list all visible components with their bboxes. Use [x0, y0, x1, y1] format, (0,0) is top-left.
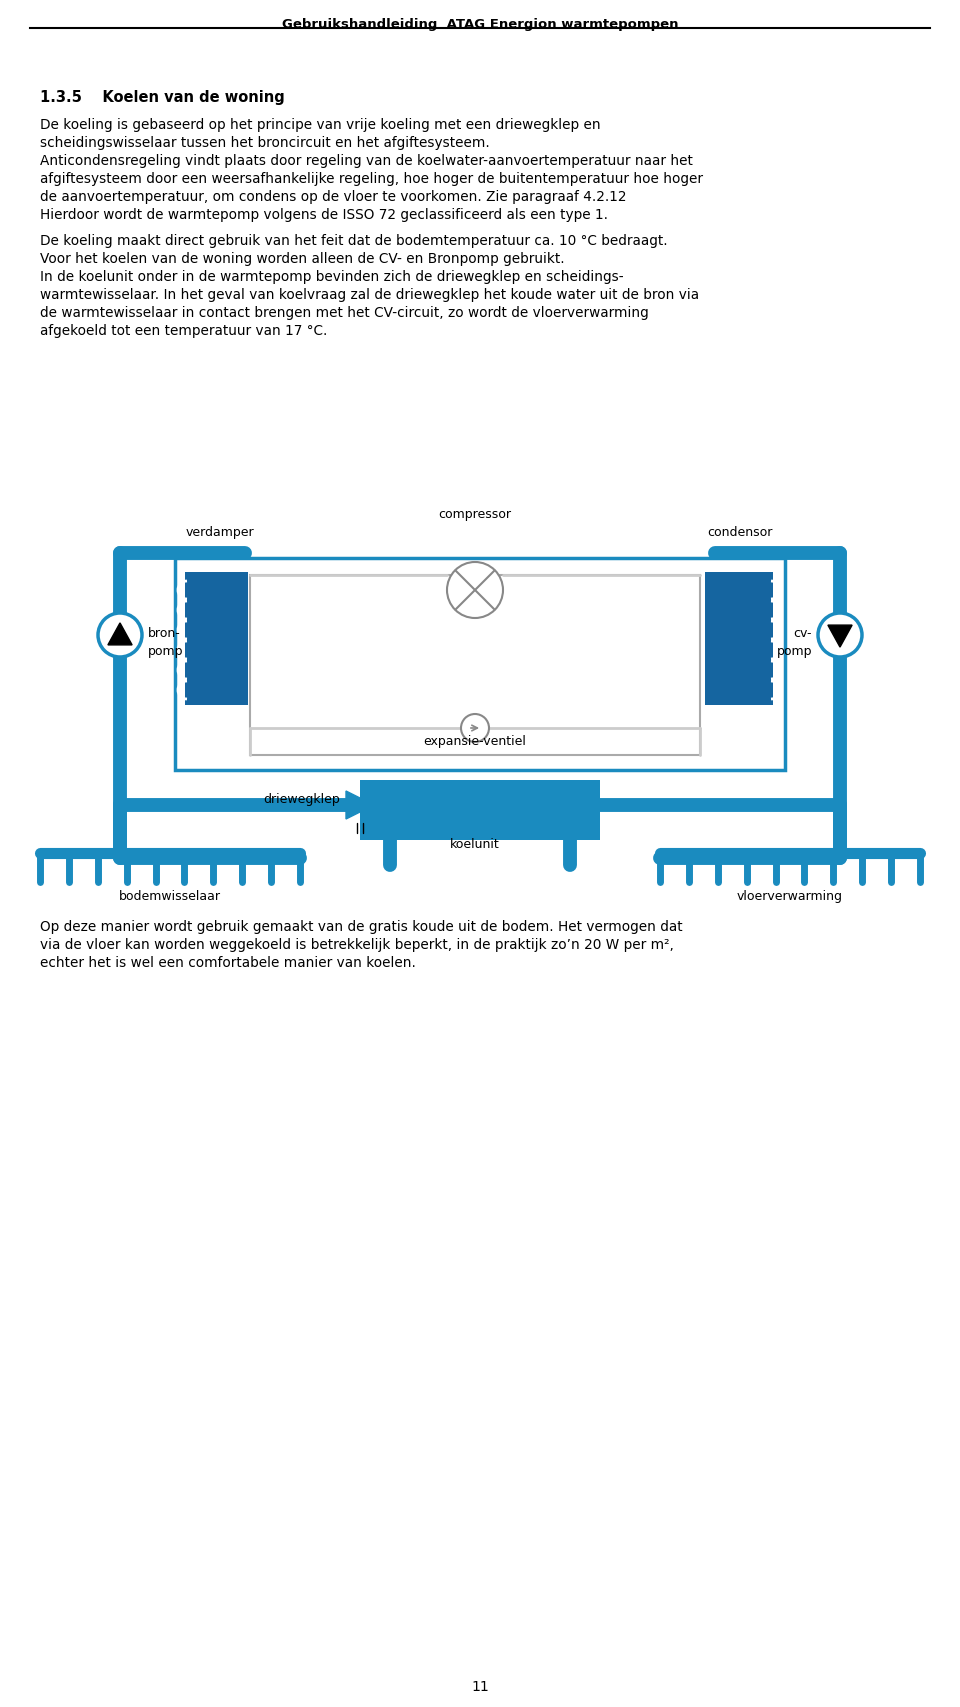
Text: Op deze manier wordt gebruik gemaakt van de gratis koude uit de bodem. Het vermo: Op deze manier wordt gebruik gemaakt van… [40, 920, 683, 934]
Text: verdamper: verdamper [185, 526, 254, 539]
Text: Voor het koelen van de woning worden alleen de CV- en Bronpomp gebruikt.: Voor het koelen van de woning worden all… [40, 253, 564, 266]
Text: via de vloer kan worden weggekoeld is betrekkelijk beperkt, in de praktijk zo’n : via de vloer kan worden weggekoeld is be… [40, 939, 674, 953]
Text: afgiftesysteem door een weersafhankelijke regeling, hoe hoger de buitentemperatu: afgiftesysteem door een weersafhankelijk… [40, 172, 703, 186]
Text: condensor: condensor [708, 526, 773, 539]
Bar [360, 780, 600, 840]
Circle shape [447, 562, 503, 618]
Text: driewegklep: driewegklep [263, 794, 340, 806]
Text: scheidingswisselaar tussen het broncircuit en het afgiftesysteem.: scheidingswisselaar tussen het broncircu… [40, 137, 490, 150]
Text: pomp: pomp [777, 645, 812, 657]
Text: Anticondensregeling vindt plaats door regeling van de koelwater-aanvoertemperatu: Anticondensregeling vindt plaats door re… [40, 154, 693, 167]
Text: 1.3.5    Koelen van de woning: 1.3.5 Koelen van de woning [40, 90, 285, 106]
Text: De koeling maakt direct gebruik van het feit dat de bodemtemperatuur ca. 10 °C b: De koeling maakt direct gebruik van het … [40, 234, 667, 248]
Text: bodemwisselaar: bodemwisselaar [119, 889, 221, 903]
Text: de aanvoertemperatuur, om condens op de vloer te voorkomen. Zie paragraaf 4.2.12: de aanvoertemperatuur, om condens op de … [40, 189, 627, 205]
Text: In de koelunit onder in de warmtepomp bevinden zich de driewegklep en scheidings: In de koelunit onder in de warmtepomp be… [40, 270, 624, 283]
Circle shape [98, 613, 142, 657]
Polygon shape [346, 790, 374, 819]
Bar [185, 572, 248, 705]
Text: pomp: pomp [148, 645, 183, 657]
Text: koelunit: koelunit [450, 838, 500, 852]
Circle shape [818, 613, 862, 657]
Polygon shape [108, 623, 132, 645]
Bar [250, 575, 700, 754]
Text: compressor: compressor [439, 509, 512, 521]
Text: de warmtewisselaar in contact brengen met het CV-circuit, zo wordt de vloerverwa: de warmtewisselaar in contact brengen me… [40, 306, 649, 319]
Text: echter het is wel een comfortabele manier van koelen.: echter het is wel een comfortabele manie… [40, 956, 416, 970]
Text: cv-: cv- [794, 626, 812, 640]
Text: warmtewisselaar. In het geval van koelvraag zal de driewegklep het koude water u: warmtewisselaar. In het geval van koelvr… [40, 288, 699, 302]
Text: vloerverwarming: vloerverwarming [737, 889, 843, 903]
Text: bron-: bron- [148, 626, 180, 640]
Text: 11: 11 [471, 1680, 489, 1693]
Text: Gebruikshandleiding  ATAG Energion warmtepompen: Gebruikshandleiding ATAG Energion warmte… [281, 19, 679, 31]
Text: afgekoeld tot een temperatuur van 17 °C.: afgekoeld tot een temperatuur van 17 °C. [40, 324, 327, 338]
Bar [175, 558, 785, 770]
Text: De koeling is gebaseerd op het principe van vrije koeling met een driewegklep en: De koeling is gebaseerd op het principe … [40, 118, 601, 131]
Polygon shape [828, 625, 852, 647]
Circle shape [461, 714, 489, 743]
Bar [705, 572, 773, 705]
Text: expansie-ventiel: expansie-ventiel [423, 736, 526, 748]
Text: Hierdoor wordt de warmtepomp volgens de ISSO 72 geclassificeerd als een type 1.: Hierdoor wordt de warmtepomp volgens de … [40, 208, 608, 222]
